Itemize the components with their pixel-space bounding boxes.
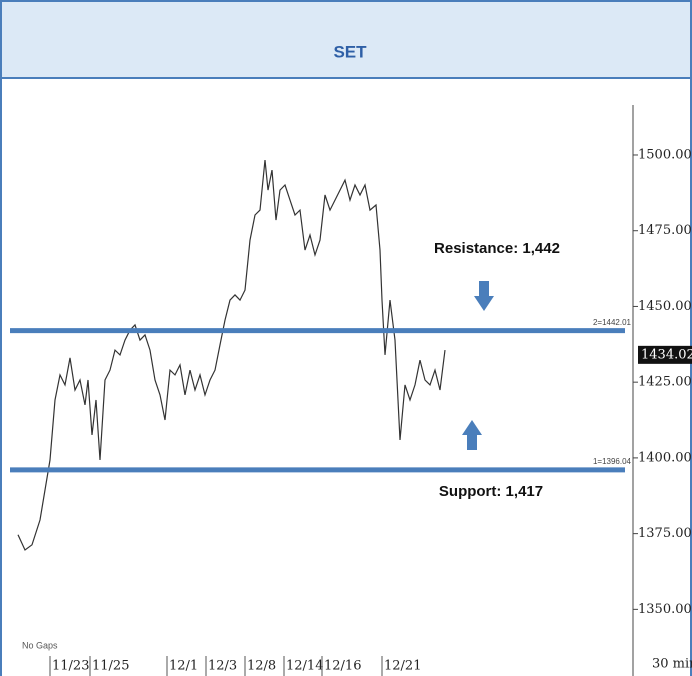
x-tick-label: 12/3 [208, 659, 237, 674]
x-tick-label: 12/16 [324, 659, 361, 674]
header [0, 0, 692, 78]
x-tick-label: 11/23 [52, 659, 89, 674]
y-tick-label: 1450.000 [638, 299, 692, 314]
last-price-box [638, 345, 692, 364]
y-tick-label: 1425.000 [638, 375, 692, 390]
up-arrow [462, 420, 482, 450]
y-tick-label: 1500.000 [638, 147, 692, 162]
level-note: Resistance: 1,442 [434, 240, 560, 257]
x-tick-label: 12/1 [169, 659, 198, 674]
x-tick-label: 11/25 [92, 659, 129, 674]
level-label: 2=1442.01 [593, 318, 632, 327]
interval: 30 min [652, 657, 692, 672]
x-tick-label: 12/8 [247, 659, 276, 674]
level-label: 1=1396.04 [593, 457, 632, 466]
y-tick-label: 1375.000 [638, 526, 692, 541]
down-arrow [474, 281, 494, 311]
chart-title: SET [333, 42, 367, 61]
y-tick-label: 1475.000 [638, 223, 692, 238]
footnote: No Gaps [22, 640, 58, 650]
x-tick-label: 12/21 [384, 659, 421, 674]
y-tick-label: 1350.000 [638, 602, 692, 617]
price-line [17, 160, 446, 551]
level-note: Support: 1,417 [439, 483, 543, 500]
last-price-label: 1434.02 [641, 347, 692, 362]
y-tick-label: 1400.000 [638, 450, 692, 465]
x-tick-label: 12/14 [286, 659, 323, 674]
